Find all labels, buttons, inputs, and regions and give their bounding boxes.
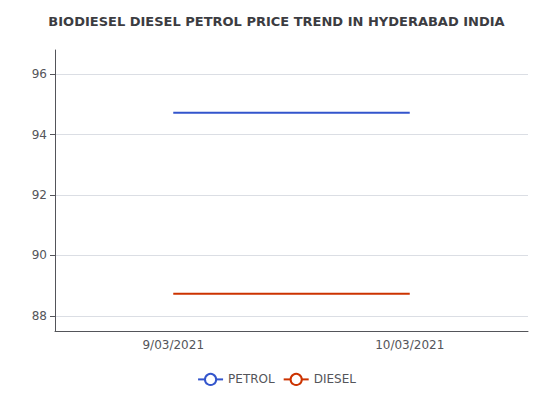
svg-text:92: 92 <box>32 188 47 202</box>
svg-text:DIESEL: DIESEL <box>314 372 357 386</box>
svg-text:96: 96 <box>32 67 47 81</box>
svg-text:PETROL: PETROL <box>228 372 275 386</box>
svg-text:88: 88 <box>32 309 47 323</box>
svg-text:90: 90 <box>32 248 47 262</box>
svg-text:94: 94 <box>32 128 47 142</box>
svg-text:10/03/2021: 10/03/2021 <box>375 338 444 352</box>
svg-text:9/03/2021: 9/03/2021 <box>142 338 204 352</box>
svg-text:BIODIESEL DIESEL PETROL PRICE: BIODIESEL DIESEL PETROL PRICE TREND IN H… <box>48 14 504 29</box>
